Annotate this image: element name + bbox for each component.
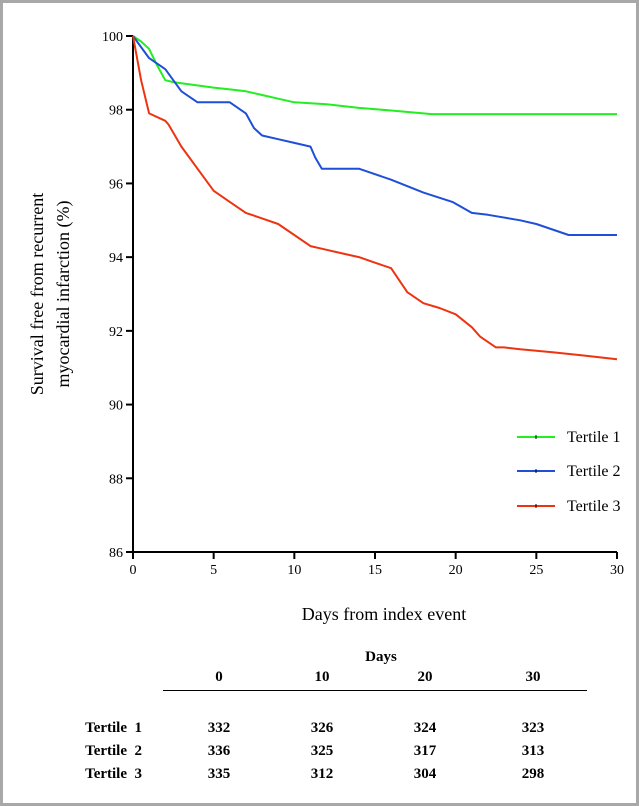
series-line-tertile-1 — [132, 35, 617, 116]
y-axis-label-line-1: Survival free from recurrent — [27, 193, 47, 395]
y-tick-label: 94 — [109, 251, 123, 266]
chart-axes: 86 88 90 92 94 96 98 100 0 5 10 15 20 25 30 — [102, 30, 624, 578]
legend-label-tertile-2: Tertile 2 — [567, 463, 621, 480]
y-tick-label: 96 — [109, 177, 123, 192]
x-tick-label: 5 — [210, 563, 217, 578]
x-tick-label: 30 — [610, 563, 624, 578]
y-tick-label: 92 — [109, 325, 123, 340]
series-line-tertile-3 — [132, 35, 618, 361]
x-tick-label: 0 — [130, 563, 137, 578]
y-tick-label: 98 — [109, 104, 123, 119]
x-tick-label: 25 — [529, 563, 543, 578]
y-axis-label-line-2: myocardial infarction (%) — [53, 201, 74, 388]
x-tick-label: 10 — [287, 563, 301, 578]
y-tick-label: 100 — [102, 30, 123, 45]
y-tick-label: 86 — [109, 546, 123, 561]
y-tick-label: 88 — [109, 472, 123, 487]
series-line-tertile-2 — [132, 35, 617, 236]
legend-label-tertile-1: Tertile 1 — [567, 429, 621, 446]
legend-label-tertile-3: Tertile 3 — [567, 498, 621, 515]
chart-series — [132, 35, 618, 361]
chart-legend: Tertile 1 Tertile 2 Tertile 3 — [517, 429, 621, 515]
y-tick-label: 90 — [109, 399, 123, 414]
x-tick-label: 20 — [449, 563, 463, 578]
x-axis-label: Days from index event — [302, 604, 466, 624]
x-tick-label: 15 — [368, 563, 382, 578]
